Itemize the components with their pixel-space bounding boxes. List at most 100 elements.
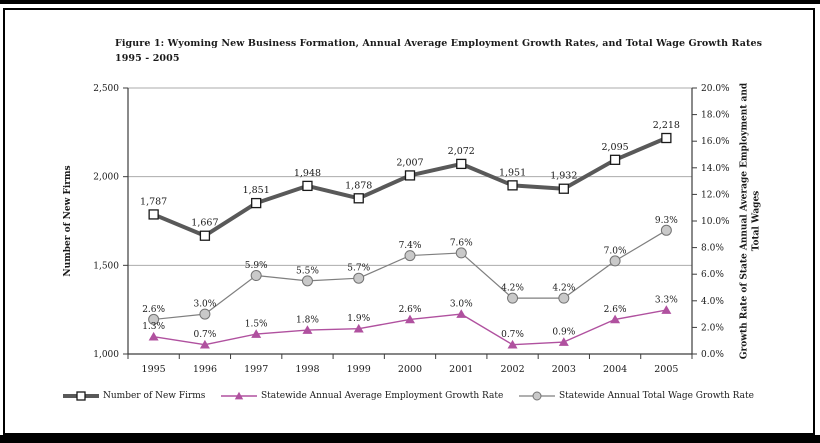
right-axis-title: Growth Rate of State Annual Average Empl… (740, 82, 762, 359)
data-point-marker-triangle (661, 305, 672, 314)
left-axis-tick-label: 1,000 (93, 350, 119, 360)
x-axis-category-label: 1999 (347, 364, 371, 375)
series-1-data-label: 2.6% (399, 305, 422, 315)
series-2-data-label: 2.6% (142, 305, 165, 315)
data-point-marker-circle (404, 250, 416, 262)
right-axis-tick-label: 0.0% (701, 350, 724, 360)
series-0-data-label: 1,667 (191, 218, 218, 229)
right-axis-tick-label: 8.0% (701, 244, 724, 254)
wage-growth-legend-symbol (518, 391, 555, 401)
x-axis-category-label: 1998 (295, 364, 319, 375)
page-top-bar (0, 0, 820, 4)
figure-title-line2: 1995 - 2005 (115, 53, 180, 64)
series-1-data-label: 3.0% (450, 300, 473, 310)
chart-legend: Number of New Firms Statewide Annual Ave… (62, 388, 754, 404)
series-2-data-label: 7.6% (450, 238, 473, 248)
data-point-marker-triangle (148, 331, 159, 341)
legend-marker-square (76, 391, 86, 401)
right-axis-tick-label: 14.0% (701, 164, 730, 174)
series-0-data-label: 1,948 (294, 168, 321, 179)
x-axis-category-label: 2003 (552, 364, 576, 375)
data-point-marker-circle (148, 313, 160, 325)
series-1-data-label: 0.9% (552, 328, 575, 338)
left-axis-tick-label: 1,500 (93, 261, 119, 271)
x-axis-category-label: 2000 (398, 364, 422, 375)
data-point-marker-triangle (558, 337, 569, 346)
data-point-marker-triangle (507, 339, 518, 349)
left-axis-title: Number of New Firms (63, 165, 73, 276)
page-frame (3, 8, 815, 435)
x-axis-category-label: 1996 (193, 364, 217, 375)
series-2-data-label: 3.0% (193, 300, 216, 310)
series-1-data-label: 3.3% (655, 296, 678, 306)
legend-item-employment-growth: Statewide Annual Average Employment Grow… (220, 390, 503, 402)
data-point-marker-square (661, 132, 672, 144)
data-point-marker-square (507, 180, 518, 191)
data-point-marker-square (609, 154, 621, 165)
left-axis-tick-label: 2,500 (93, 84, 119, 94)
data-point-marker-square (148, 209, 159, 220)
figure-title-line1: Figure 1: Wyoming New Business Formation… (115, 38, 763, 49)
page-bottom-bar (0, 435, 820, 443)
data-point-marker-triangle (610, 314, 621, 324)
series-2-data-label: 9.3% (655, 216, 678, 226)
series-2-data-label: 4.2% (552, 284, 575, 294)
series-1-data-label: 1.5% (245, 320, 268, 330)
right-axis-tick-label: 16.0% (701, 137, 730, 147)
series-2-data-label: 7.4% (399, 241, 422, 251)
series-0-data-label: 1,787 (140, 196, 167, 207)
series-0-data-label: 2,218 (653, 120, 680, 131)
x-axis-category-label: 1997 (244, 364, 268, 375)
x-axis-category-label: 2001 (449, 364, 473, 375)
series-0-data-label: 1,851 (243, 185, 270, 196)
x-axis-category-label: 1995 (142, 364, 166, 375)
data-point-marker-triangle (353, 323, 364, 333)
legend-item-wage-growth: Statewide Annual Total Wage Growth Rate (518, 390, 754, 402)
series-2-data-label: 5.9% (245, 261, 268, 271)
series-1-data-label: 1.9% (347, 314, 370, 324)
series-1-data-label: 0.7% (501, 330, 524, 340)
data-point-marker-square (353, 193, 364, 204)
data-point-marker-circle (353, 272, 365, 284)
data-point-marker-circle (301, 275, 313, 287)
series-0-data-label: 2,095 (601, 142, 628, 153)
x-axis-category-label: 2005 (654, 364, 678, 375)
data-point-marker-circle (558, 292, 570, 304)
data-point-marker-square (558, 183, 569, 194)
data-point-marker-square (456, 158, 467, 170)
right-axis-tick-label: 4.0% (701, 297, 724, 307)
series-1-data-label: 0.7% (193, 330, 216, 340)
data-point-marker-triangle (456, 309, 467, 318)
new-firms-legend-symbol (63, 391, 99, 401)
series-1-data-label: 1.3% (142, 322, 165, 332)
right-axis-tick-label: 12.0% (701, 190, 730, 200)
legend-label-new-firms: Number of New Firms (103, 391, 206, 401)
left-axis-tick-label: 2,000 (93, 173, 119, 183)
series-0-data-label: 1,878 (345, 180, 372, 191)
series-1-data-label: 2.6% (604, 305, 627, 315)
data-point-marker-triangle (199, 339, 210, 349)
data-point-marker-square (404, 170, 416, 181)
legend-label-employment-growth: Statewide Annual Average Employment Grow… (261, 391, 504, 401)
series-2-data-label: 5.7% (347, 264, 370, 274)
series-0-data-label: 1,951 (499, 167, 526, 178)
data-point-marker-square (199, 230, 211, 241)
series-2-data-label: 5.5% (296, 266, 319, 276)
data-point-marker-circle (660, 224, 672, 236)
legend-marker-circle (532, 391, 542, 401)
employment-growth-legend-symbol (221, 391, 258, 400)
data-point-marker-circle (250, 270, 262, 282)
series-0-data-label: 1,932 (550, 171, 577, 182)
data-point-marker-triangle (302, 325, 313, 334)
data-point-marker-square (302, 180, 313, 192)
legend-item-new-firms: Number of New Firms (62, 390, 205, 402)
figure-title: Figure 1: Wyoming New Business Formation… (115, 36, 763, 66)
series-1-data-label: 1.8% (296, 316, 319, 326)
legend-marker-triangle (234, 391, 244, 400)
data-point-marker-circle (507, 292, 519, 304)
series-2-data-label: 7.0% (604, 246, 627, 256)
series-0-line (152, 136, 668, 238)
right-axis-tick-label: 2.0% (701, 323, 724, 333)
right-axis-tick-label: 18.0% (701, 111, 730, 121)
